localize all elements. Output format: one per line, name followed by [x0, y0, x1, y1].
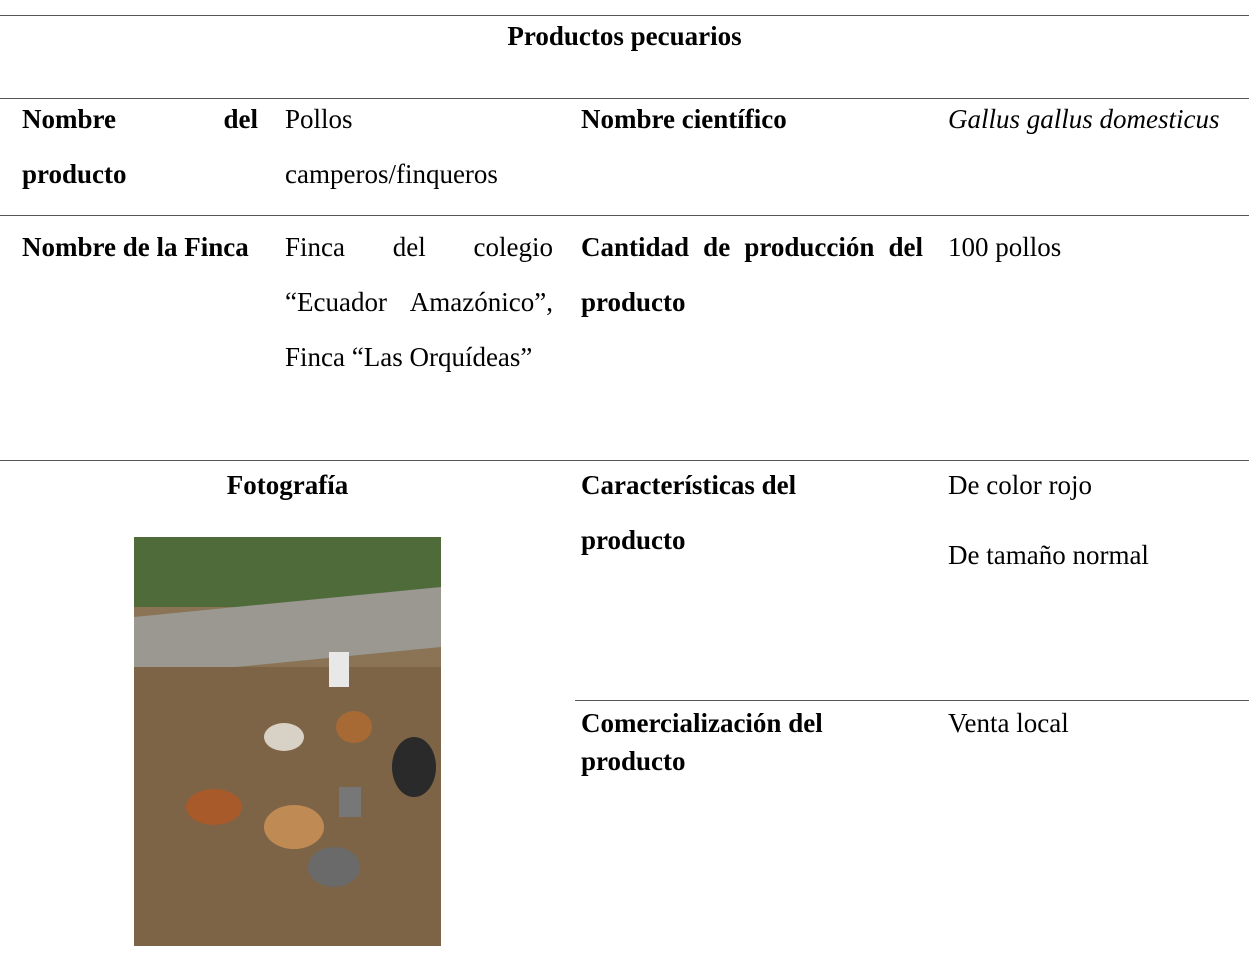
header-rule — [0, 98, 1249, 99]
table-title: Productos pecuarios — [507, 21, 742, 51]
value-cell: De color rojo — [948, 470, 1092, 500]
label-cell: Nombre del producto — [22, 104, 258, 189]
row-rule — [575, 700, 1249, 701]
row-rule — [0, 460, 1249, 461]
label-cell: Nombre científico — [581, 104, 787, 134]
row-rule — [0, 215, 1249, 216]
photo-label: Fotografía — [226, 470, 349, 500]
label-cell: Comercialización del producto — [581, 708, 823, 776]
label-cell: Cantidad de producción del producto — [581, 232, 923, 317]
top-rule — [0, 15, 1249, 16]
photo — [134, 537, 441, 946]
value-cell: Venta local — [948, 708, 1069, 738]
value-cell: De tamaño normal — [948, 540, 1149, 570]
value-cell: 100 pollos — [948, 232, 1062, 262]
value-cell: Pollos camperos/finqueros — [285, 104, 498, 189]
label-cell: Características del producto — [581, 470, 797, 555]
value-cell: Gallus gallus domesticus — [948, 104, 1220, 134]
label-cell: Nombre de la Finca — [22, 232, 249, 262]
value-cell: Finca del colegio “Ecuador Amazónico”, F… — [285, 232, 553, 372]
